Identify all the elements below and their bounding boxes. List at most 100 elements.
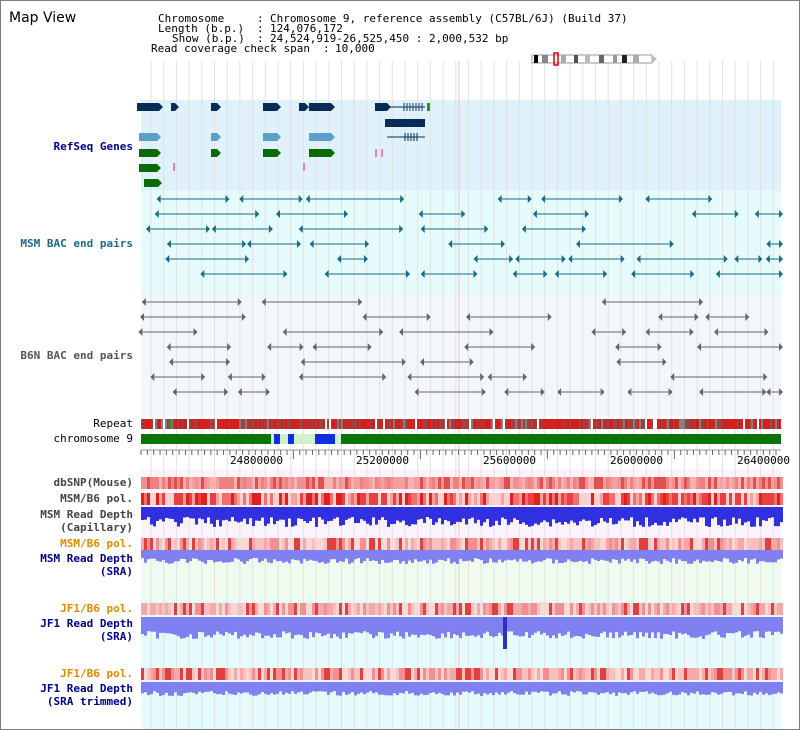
- repeat-segment: [163, 419, 165, 429]
- jf1-sra-depth-spike: [503, 617, 507, 649]
- msm-pol-cell: [192, 493, 195, 505]
- jf1-trim-depth-bar: [294, 682, 297, 694]
- dbsnp-cell: [384, 477, 387, 489]
- jf1-trim-depth-bar: [327, 682, 330, 695]
- msm-pol-cell: [303, 493, 306, 505]
- msm-sra-depth-bar: [456, 550, 459, 564]
- msm-pol2-cell: [276, 538, 279, 550]
- repeat-segment: [333, 419, 335, 429]
- msm-bac-end: [532, 210, 537, 218]
- repeat-segment: [663, 419, 665, 429]
- repeat-segment: [569, 419, 571, 429]
- msm-pol-cell: [522, 493, 525, 505]
- ideogram-band: [534, 55, 538, 63]
- msm-pol2-cell: [753, 538, 756, 550]
- jf1-sra-depth-bar: [375, 617, 378, 636]
- jf1-trim-depth-bar: [273, 682, 276, 695]
- msm-cap-depth-bar: [255, 507, 258, 521]
- msm-bac-end: [521, 225, 526, 233]
- msm-cap-depth-bar: [555, 507, 558, 524]
- msm-sra-depth-bar: [321, 550, 324, 562]
- jf1-pol2-cell: [393, 668, 396, 680]
- jf1-sra-depth-bar: [162, 617, 165, 633]
- repeat-segment: [503, 419, 505, 429]
- repeat-segment: [205, 419, 207, 429]
- repeat-segment: [565, 419, 567, 429]
- jf1-sra-depth-bar: [345, 617, 348, 638]
- repeat-segment: [591, 419, 593, 429]
- msm-pol-cell: [312, 493, 315, 505]
- msm-cap-depth-bar: [780, 507, 783, 523]
- jf1-trim-depth-bar: [390, 682, 393, 696]
- jf1-pol-cell: [714, 603, 717, 615]
- msm-pol2-cell: [144, 538, 147, 550]
- msm-pol2-cell: [396, 538, 399, 550]
- repeat-segment: [231, 419, 233, 429]
- dbsnp-cell: [474, 477, 477, 489]
- msm-sra-depth-bar: [729, 550, 732, 563]
- msm-pol2-cell: [195, 538, 198, 550]
- msm-cap-depth-bar: [687, 507, 690, 522]
- msm-pol-cell: [720, 493, 723, 505]
- msm-pol-cell: [168, 493, 171, 505]
- jf1-trim-depth-bar: [714, 682, 717, 693]
- msm-pol2-cell: [669, 538, 672, 550]
- b6n-bac-end: [662, 358, 667, 366]
- jf1-pol-cell: [216, 603, 219, 615]
- repeat-segment: [585, 419, 587, 429]
- jf1-sra-depth-bar: [252, 617, 255, 636]
- jf1-pol2-cell: [294, 668, 297, 680]
- msm-sra-depth-bar: [216, 550, 219, 562]
- msm-cap-depth-bar: [228, 507, 231, 522]
- repeat-segment: [379, 419, 381, 429]
- jf1-pol2-cell: [735, 668, 738, 680]
- msm-sra-depth-bar: [726, 550, 729, 559]
- gene-block: [427, 103, 430, 111]
- jf1-pol-cell: [780, 603, 783, 615]
- msm-sra-depth-bar: [171, 550, 174, 564]
- msm-pol-cell: [561, 493, 564, 505]
- jf1-pol-cell: [444, 603, 447, 615]
- dbsnp-cell: [684, 477, 687, 489]
- msm-pol2-cell: [447, 538, 450, 550]
- jf1-trim-depth-bar: [525, 682, 528, 692]
- jf1-pol-cell: [747, 603, 750, 615]
- jf1-pol-cell: [372, 603, 375, 615]
- msm-cap-depth-bar: [456, 507, 459, 522]
- jf1-trim-depth-bar: [471, 682, 474, 692]
- jf1-pol-cell: [195, 603, 198, 615]
- jf1-trim-depth-bar: [159, 682, 162, 696]
- msm-cap-depth-bar: [234, 507, 237, 522]
- repeat-segment: [431, 419, 433, 429]
- jf1-sra-depth-bar: [360, 617, 363, 634]
- jf1-trim-depth-bar: [681, 682, 684, 692]
- jf1-sra-depth-bar: [387, 617, 390, 639]
- repeat-segment: [595, 419, 597, 429]
- msm-cap-depth-bar: [765, 507, 768, 521]
- b6n-bac-end: [141, 298, 146, 306]
- msm-pol-cell: [354, 493, 357, 505]
- jf1-pol2-cell: [354, 668, 357, 680]
- jf1-pol-cell: [672, 603, 675, 615]
- jf1-pol2-cell: [270, 668, 273, 680]
- jf1-sra-depth-bar: [666, 617, 669, 635]
- msm-pol2-cell: [354, 538, 357, 550]
- msm-sra-depth-bar: [636, 550, 639, 564]
- msm-pol-cell: [180, 493, 183, 505]
- jf1-pol-cell: [534, 603, 537, 615]
- b6n-bac-end: [399, 328, 404, 336]
- dbsnp-cell: [564, 477, 567, 489]
- dbsnp-cell: [267, 477, 270, 489]
- jf1-pol-cell: [531, 603, 534, 615]
- msm-cap-depth-bar: [291, 507, 294, 527]
- msm-cap-depth-bar: [354, 507, 357, 523]
- msm-pol2-cell: [768, 538, 771, 550]
- dbsnp-cell: [648, 477, 651, 489]
- gene-pink: [375, 149, 377, 157]
- msm-pol-cell: [279, 493, 282, 505]
- repeat-segment: [685, 419, 687, 429]
- jf1-sra-depth-bar: [381, 617, 384, 633]
- jf1-pol2-cell: [687, 668, 690, 680]
- msm-bac-end: [245, 255, 250, 263]
